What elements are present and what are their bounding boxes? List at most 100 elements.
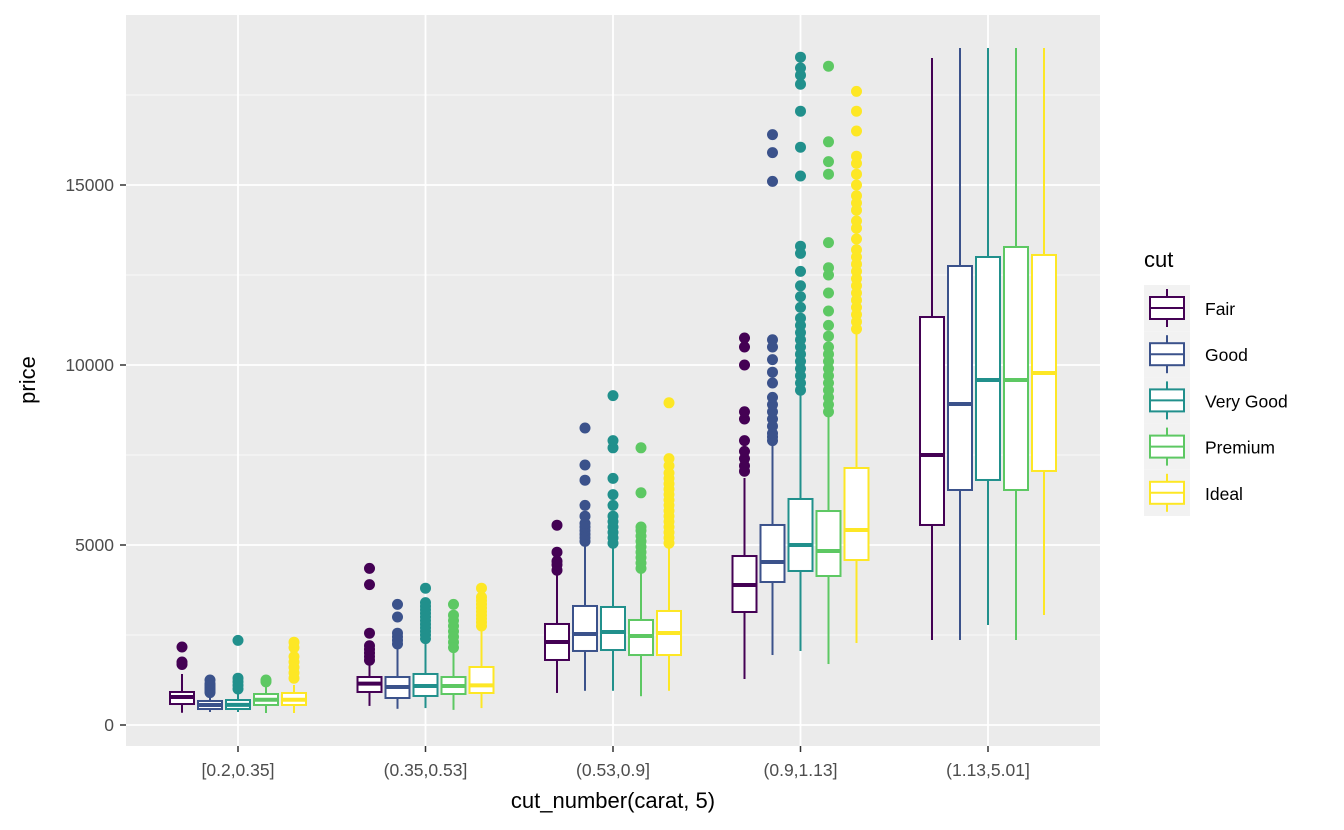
outlier-point (420, 597, 431, 609)
box-ideal (843, 85, 870, 643)
outlier-point (476, 582, 487, 594)
x-axis-title: cut_number(carat, 5) (511, 788, 715, 813)
outlier-point (176, 641, 188, 653)
outlier-point (232, 672, 244, 684)
legend-label: Fair (1205, 299, 1235, 319)
box-ideal (281, 636, 307, 714)
outlier-point (635, 521, 647, 533)
y-tick-label: 15000 (65, 175, 114, 195)
outlier-point (795, 78, 806, 90)
outlier-point (579, 510, 591, 522)
box (1031, 253, 1057, 472)
x-tick-label: (0.53,0.9] (576, 760, 650, 780)
outlier-point (767, 366, 778, 378)
x-tick-label: [0.2,0.35] (202, 760, 275, 780)
outlier-point (795, 51, 806, 63)
box (468, 666, 495, 694)
box-good (759, 129, 786, 656)
outlier-point (288, 636, 300, 648)
box (787, 497, 814, 572)
box-fair (169, 641, 195, 713)
box-good (384, 598, 411, 709)
outlier-point (607, 390, 619, 402)
y-tick-label: 10000 (65, 355, 114, 375)
x-tick-label: (0.9,1.13] (764, 760, 838, 780)
outlier-point (795, 240, 806, 252)
outlier-point (767, 391, 778, 403)
outlier-point (739, 341, 750, 353)
outlier-point (823, 168, 834, 180)
outlier-point (579, 459, 591, 471)
outlier-point (607, 472, 619, 484)
outlier-point (795, 301, 806, 313)
legend-label: Ideal (1205, 484, 1243, 504)
outlier-point (823, 262, 834, 274)
outlier-point (739, 359, 750, 371)
box-very-good (787, 51, 814, 651)
legend-item-very-good: Very Good (1144, 377, 1288, 424)
outlier-point (739, 445, 750, 457)
outlier-point (288, 651, 300, 663)
box-premium (628, 442, 654, 697)
outlier-point (795, 170, 806, 182)
outlier-point (551, 546, 563, 558)
outlier-point (607, 499, 619, 511)
outlier-point (823, 330, 834, 342)
outlier-point (851, 215, 862, 227)
box (572, 604, 598, 652)
y-tick-label: 5000 (75, 535, 114, 555)
outlier-point (823, 237, 834, 249)
x-axis: [0.2,0.35] (0.35,0.53] (0.53,0.9] (0.9,1.13… (202, 746, 1030, 780)
outlier-point (607, 435, 619, 447)
outlier-point (232, 634, 244, 646)
outlier-point (204, 674, 216, 686)
outlier-point (851, 85, 862, 97)
outlier-point (823, 287, 834, 299)
y-tick-label: 0 (104, 715, 114, 735)
y-axis: 0 5000 10000 15000 (65, 175, 126, 735)
outlier-point (767, 147, 778, 159)
outlier-point (823, 305, 834, 317)
outlier-point (823, 319, 834, 331)
outlier-point (392, 627, 403, 639)
box-premium (253, 674, 279, 714)
outlier-point (795, 105, 806, 117)
outlier-point (364, 627, 375, 639)
legend-item-good: Good (1144, 331, 1248, 378)
y-axis-title: price (15, 356, 40, 404)
box (919, 316, 945, 526)
legend-item-premium: Premium (1144, 423, 1275, 470)
outlier-point (607, 489, 619, 501)
outlier-point (392, 611, 403, 623)
box-ideal (1031, 47, 1057, 615)
outlier-point (579, 474, 591, 486)
outlier-point (635, 442, 647, 454)
outlier-point (795, 291, 806, 303)
box-good (197, 674, 223, 713)
outlier-point (739, 406, 750, 418)
box-good (572, 422, 598, 691)
outlier-point (851, 168, 862, 180)
outlier-point (823, 136, 834, 148)
legend-label: Good (1205, 345, 1248, 365)
outlier-point (551, 555, 563, 567)
box-fair (919, 57, 945, 641)
outlier-point (767, 377, 778, 389)
box (600, 605, 626, 652)
legend-label: Very Good (1205, 391, 1288, 411)
outlier-point (851, 179, 862, 191)
box-fair (356, 562, 383, 706)
legend-label: Premium (1205, 438, 1275, 458)
box-very-good (225, 634, 251, 713)
legend-item-ideal: Ideal (1144, 469, 1243, 516)
x-tick-label: (1.13,5.01] (946, 760, 1030, 780)
outlier-point (260, 674, 272, 686)
box-premium (815, 60, 842, 665)
outlier-point (851, 244, 862, 256)
legend-item-fair: Fair (1144, 285, 1235, 332)
box-fair (731, 332, 758, 679)
legend-title: cut (1144, 247, 1173, 272)
outlier-point (767, 334, 778, 346)
outlier-point (739, 332, 750, 344)
box (1003, 245, 1029, 491)
